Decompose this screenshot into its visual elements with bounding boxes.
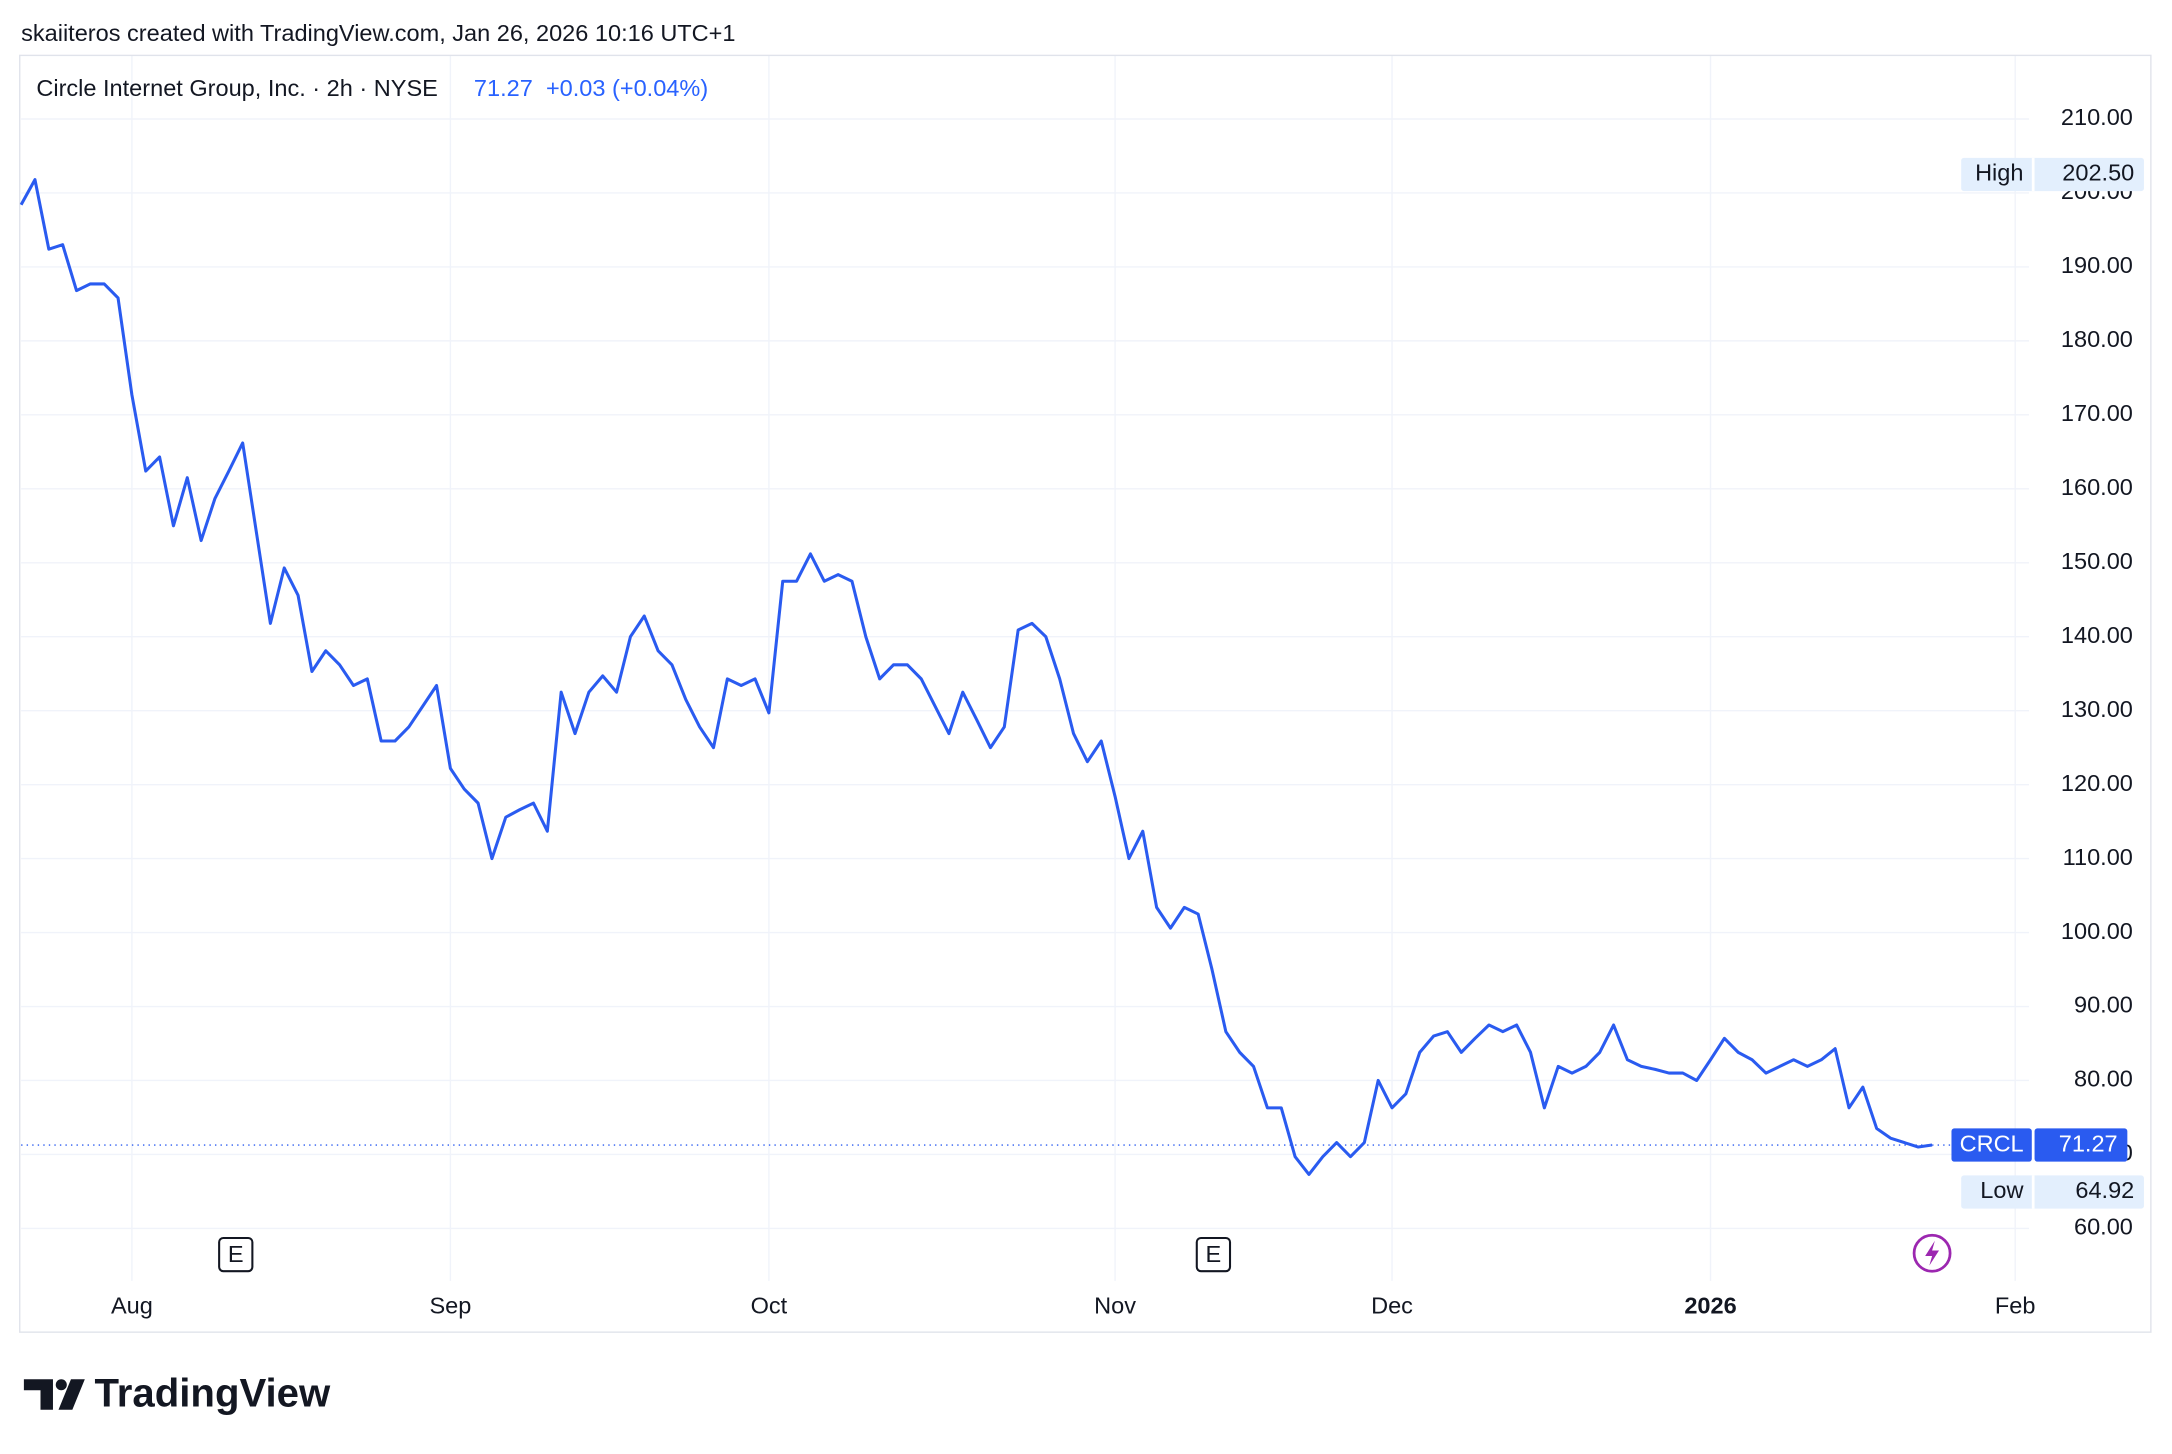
- lightning-icon[interactable]: [1912, 1233, 1952, 1273]
- y-tick-label: 160.00: [2061, 474, 2133, 500]
- y-tick-label: 90.00: [2074, 992, 2133, 1018]
- high-label: High: [1975, 160, 2023, 186]
- header: skaiiteros created with TradingView.com,…: [21, 20, 735, 46]
- earnings-box[interactable]: [218, 1236, 254, 1273]
- high-box: [1961, 157, 2144, 192]
- x-tick-label: Nov: [1094, 1292, 1136, 1318]
- last-value: 71.27: [2059, 1130, 2118, 1156]
- icon-bolt[interactable]: [1925, 1240, 1940, 1266]
- y-tick-label: 60.00: [2074, 1214, 2133, 1240]
- logo[interactable]: TradingView: [23, 1370, 331, 1415]
- earnings-marker[interactable]: E: [1195, 1236, 1232, 1273]
- x-tick-label: Feb: [1995, 1292, 2036, 1318]
- icon-ring[interactable]: [1912, 1233, 1952, 1273]
- y-tick-label: 190.00: [2061, 252, 2133, 278]
- last-value-box: [2034, 1128, 2128, 1162]
- y-tick-label: 80.00: [2074, 1066, 2133, 1092]
- low-label: Low: [1980, 1177, 2024, 1203]
- earnings-marker[interactable]: E: [218, 1236, 254, 1273]
- logo-dot[interactable]: [55, 1379, 67, 1391]
- y-tick-label: 150.00: [2061, 548, 2133, 574]
- logo-mark[interactable]: [23, 1379, 85, 1410]
- y-tick-label: 130.00: [2061, 696, 2133, 722]
- low-value: 64.92: [2075, 1177, 2134, 1203]
- high-value: 202.50: [2062, 160, 2134, 186]
- price-line: [19, 178, 1933, 1176]
- x-tick-label: Aug: [111, 1292, 153, 1318]
- y-tick-label: 140.00: [2061, 622, 2133, 648]
- earnings-label[interactable]: E: [1206, 1241, 1222, 1267]
- x-tick-label: Dec: [1371, 1292, 1413, 1318]
- x-tick-label: Oct: [751, 1292, 788, 1318]
- price: 71.27: [474, 75, 533, 101]
- frame: [19, 54, 2152, 1333]
- y-tick-label: 100.00: [2061, 918, 2133, 944]
- symbol-title: Circle Internet Group, Inc. · 2h · NYSE: [36, 75, 438, 101]
- y-tick-label: 170.00: [2061, 400, 2133, 426]
- y-tick-label: 110.00: [2063, 844, 2133, 870]
- last-name: CRCL: [1960, 1130, 2024, 1156]
- low-box: [1961, 1175, 2144, 1209]
- y-tick-label: 120.00: [2061, 770, 2133, 796]
- change: +0.03 (+0.04%): [546, 75, 708, 101]
- logo-text[interactable]: TradingView: [95, 1370, 331, 1415]
- grid: [21, 55, 2030, 1281]
- y-tick-label: 180.00: [2061, 326, 2133, 352]
- x-tick-label: 2026: [1684, 1292, 1736, 1318]
- earnings-box[interactable]: [1195, 1236, 1232, 1273]
- earnings-label[interactable]: E: [228, 1241, 244, 1267]
- x-tick-label: Sep: [429, 1292, 471, 1318]
- y-tick-label: 210.00: [2061, 104, 2133, 130]
- last-name-box: [1951, 1128, 2032, 1162]
